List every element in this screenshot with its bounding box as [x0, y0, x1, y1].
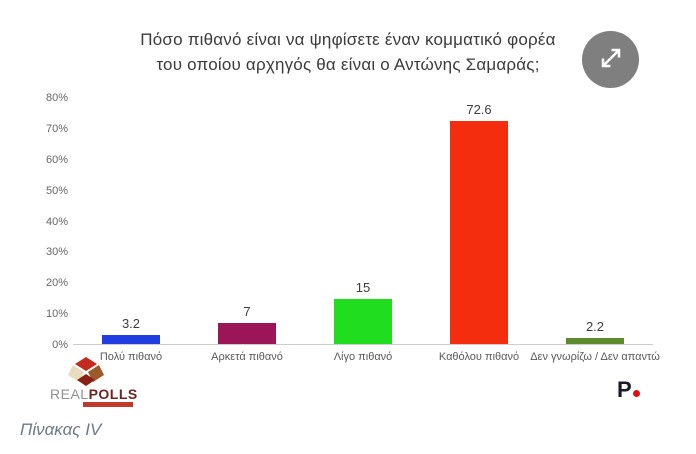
y-axis-tick-label: 80%: [45, 92, 68, 104]
chart-title-line2: του οποίου αρχηγός θα είναι ο Αντώνης Σα…: [156, 55, 540, 74]
protagon-dot-icon: [632, 390, 640, 397]
bar[interactable]: [450, 120, 508, 345]
realpolls-text-polls: POLLS: [89, 386, 138, 402]
chart-title: Πόσο πιθανό είναι να ψηφίσετε έναν κομμα…: [0, 27, 696, 77]
bar[interactable]: [218, 323, 276, 345]
bar-group: 72.6 Καθόλου πιθανό: [421, 98, 537, 363]
x-axis-category-label: Αρκετά πιθανό: [211, 351, 283, 363]
x-axis-category-label: Πολύ πιθανό: [99, 351, 163, 363]
bar-group: 7 Αρκετά πιθανό: [189, 98, 305, 363]
y-axis-tick-label: 20%: [45, 277, 68, 290]
y-axis-tick-label: 60%: [45, 153, 68, 166]
realpolls-pinwheel-icon: [68, 357, 104, 386]
y-axis-tick-label: 70%: [45, 122, 68, 135]
y-axis-tick-label: 30%: [45, 246, 68, 259]
x-axis-category-label: Καθόλου πιθανό: [438, 351, 520, 363]
svg-text:REALPOLLS: REALPOLLS: [50, 386, 138, 402]
plot-area: 3.2 Πολύ πιθανό 7 Αρκετά πιθανό 15 Λίγο πιθαν…: [73, 98, 660, 363]
x-axis-baseline: [73, 344, 653, 345]
bar-group: 3.2 Πολύ πιθανό: [73, 98, 189, 363]
table-caption: Πίνακας IV: [20, 420, 102, 439]
protagon-logo: P: [617, 377, 640, 403]
realpolls-logo: REALPOLLS: [30, 356, 142, 415]
bar-value-label: 72.6: [466, 101, 492, 117]
bar-value-label: 7: [243, 304, 251, 320]
y-axis-tick-label: 40%: [45, 215, 68, 228]
protagon-letter: P: [617, 377, 632, 402]
bar-value-label: 3.2: [121, 316, 141, 332]
y-axis: 0% 10% 20% 30% 40% 50% 60% 70% 80%: [0, 92, 68, 351]
realpolls-text-real: REAL: [50, 386, 89, 402]
bar-value-label: 2.2: [585, 319, 605, 335]
expand-button[interactable]: [582, 31, 639, 88]
bar[interactable]: [102, 335, 160, 345]
expand-arrows-icon: [596, 43, 626, 76]
y-axis-tick-label: 0%: [52, 339, 68, 351]
bar-group: 2.2 Δεν γνωρίζω / Δεν απαντώ: [530, 98, 660, 363]
bar[interactable]: [566, 338, 624, 345]
y-axis-tick-label: 10%: [45, 308, 68, 321]
bar-value-label: 15: [355, 279, 371, 295]
realpolls-tagline-ribbon: [83, 402, 133, 407]
x-axis-category-label: Λίγο πιθανό: [333, 351, 393, 363]
x-axis-category-label: Δεν γνωρίζω / Δεν απαντώ: [530, 351, 660, 363]
y-axis-tick-label: 50%: [45, 184, 68, 197]
chart-title-line1: Πόσο πιθανό είναι να ψηφίσετε έναν κομμα…: [140, 30, 556, 49]
bar[interactable]: [334, 298, 392, 345]
bar-group: 15 Λίγο πιθανό: [305, 98, 421, 363]
